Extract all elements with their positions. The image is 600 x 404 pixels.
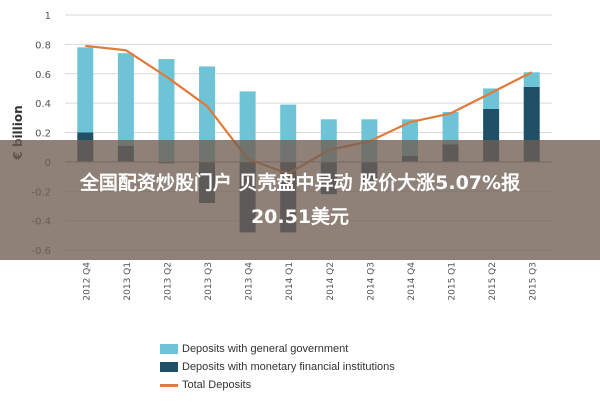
- banner-title-line-1: 全国配资炒股门户 贝壳盘中异动 股价大涨5.07%报: [79, 172, 521, 194]
- bar-general-government: [523, 72, 540, 87]
- x-tick-label: 2015 Q2: [488, 262, 498, 301]
- x-tick-label: 2014 Q4: [407, 262, 417, 301]
- x-tick-label: 2014 Q3: [366, 262, 376, 301]
- x-tick-label: 2012 Q4: [82, 262, 92, 301]
- y-tick-label: 0.8: [35, 40, 51, 51]
- bar-general-government: [77, 47, 94, 133]
- legend-swatch-monetary-financial-institutions: [160, 362, 178, 372]
- legend-line-total-deposits: [160, 384, 178, 387]
- legend-label: Deposits with general government: [182, 343, 349, 355]
- legend-item-general-government: Deposits with general government: [160, 340, 480, 358]
- banner-title-line-2: 20.51美元: [250, 206, 350, 228]
- bar-general-government: [442, 111, 459, 145]
- x-tick-label: 2015 Q1: [448, 262, 458, 301]
- bar-general-government: [199, 66, 216, 162]
- overlay-banner: 全国配资炒股门户 贝壳盘中异动 股价大涨5.07%报 20.51美元: [0, 140, 600, 260]
- y-tick-label: 0.4: [35, 99, 51, 110]
- bar-general-government: [117, 53, 134, 146]
- x-tick-label: 2015 Q3: [529, 262, 539, 301]
- banner-title: 全国配资炒股门户 贝壳盘中异动 股价大涨5.07%报 20.51美元: [0, 140, 600, 234]
- legend-item-total-deposits: Total Deposits: [160, 376, 480, 394]
- y-tick-label: 0.6: [35, 70, 51, 81]
- y-tick-label: 0.2: [35, 129, 51, 140]
- legend-label: Total Deposits: [182, 379, 252, 391]
- x-tick-label: 2014 Q1: [285, 262, 295, 301]
- y-tick-label: 1: [45, 11, 51, 22]
- legend-item-monetary-financial-institutions: Deposits with monetary financial institu…: [160, 358, 480, 376]
- bar-general-government: [483, 88, 500, 109]
- legend-swatch-general-government: [160, 344, 178, 354]
- x-tick-label: 2013 Q4: [245, 262, 255, 301]
- bar-general-government: [158, 59, 175, 162]
- legend-label: Deposits with monetary financial institu…: [182, 361, 395, 373]
- x-tick-label: 2013 Q1: [123, 262, 133, 301]
- x-tick-label: 2013 Q2: [163, 262, 173, 301]
- x-tick-label: 2014 Q2: [326, 262, 336, 301]
- x-tick-label: 2013 Q3: [204, 262, 214, 301]
- chart-legend: Deposits with general government Deposit…: [160, 340, 480, 394]
